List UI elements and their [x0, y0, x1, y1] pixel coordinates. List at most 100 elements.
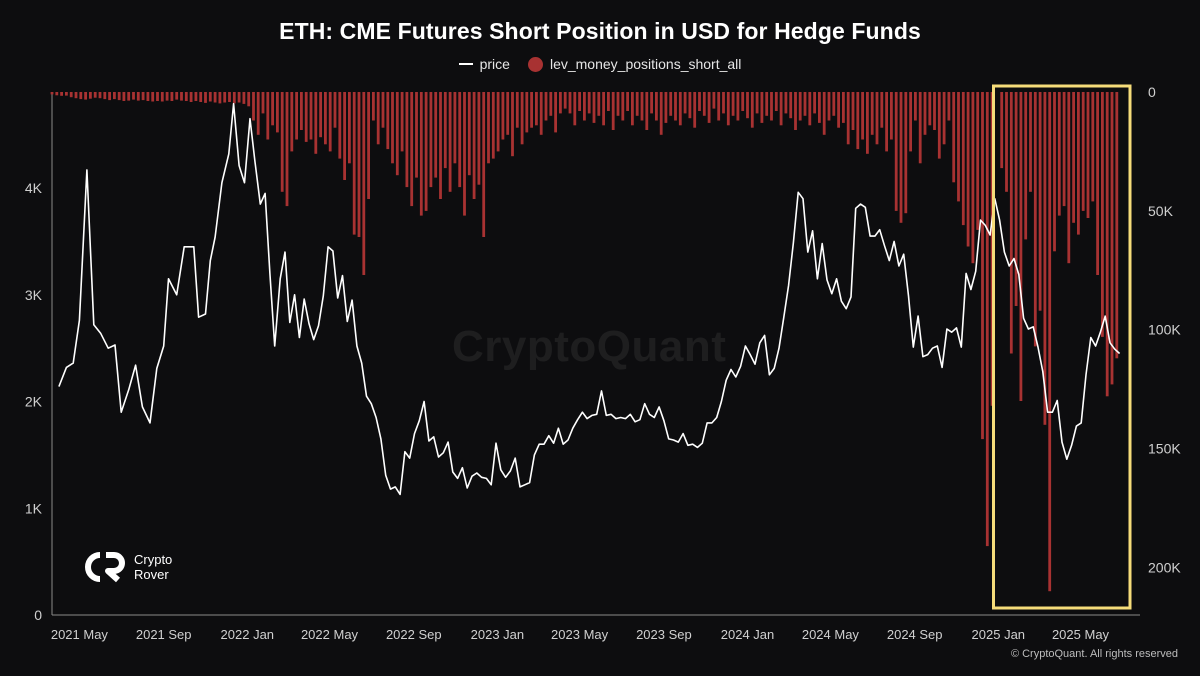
- short-bar-182: [923, 92, 927, 135]
- short-bar-144: [741, 92, 745, 111]
- short-bar-216: [1091, 92, 1095, 202]
- legend-label-short: lev_money_positions_short_all: [549, 56, 742, 72]
- short-bar-19: [141, 92, 145, 101]
- short-bar-188: [952, 92, 956, 183]
- legend-item-price[interactable]: price: [458, 56, 510, 72]
- short-bar-76: [415, 92, 418, 178]
- x-tick-label: 2021 May: [51, 627, 109, 642]
- short-bar-38: [232, 92, 236, 104]
- short-bar-74: [405, 92, 409, 188]
- short-bar-115: [602, 92, 605, 126]
- short-bar-155: [794, 92, 797, 130]
- short-bar-86: [463, 92, 466, 216]
- short-bar-6: [79, 92, 83, 100]
- short-bar-79: [429, 92, 433, 188]
- short-bar-215: [1086, 92, 1090, 218]
- short-bar-23: [160, 92, 164, 102]
- short-bar-166: [846, 92, 850, 145]
- short-bar-124: [645, 92, 649, 130]
- logo-text: Crypto Rover: [134, 552, 172, 582]
- short-bar-135: [698, 92, 701, 111]
- short-bar-69: [381, 92, 385, 128]
- short-bar-163: [832, 92, 836, 116]
- short-bar-158: [808, 92, 812, 126]
- short-bar-114: [597, 92, 601, 116]
- short-bar-13: [113, 92, 116, 100]
- short-bar-24: [165, 92, 169, 101]
- short-bar-159: [813, 92, 816, 114]
- short-bar-147: [755, 92, 759, 114]
- short-bar-217: [1096, 92, 1099, 275]
- short-bar-202: [1024, 92, 1028, 240]
- short-bar-50: [290, 92, 294, 152]
- short-bar-87: [467, 92, 471, 176]
- short-bar-164: [837, 92, 840, 128]
- crypto-rover-logo-icon: [85, 552, 125, 583]
- short-bar-63: [352, 92, 356, 235]
- short-bar-53: [304, 92, 308, 142]
- short-bar-186: [942, 92, 946, 145]
- short-bar-70: [386, 92, 390, 150]
- short-bar-110: [578, 92, 581, 111]
- short-bar-66: [367, 92, 370, 199]
- short-bar-37: [228, 92, 231, 102]
- short-bar-8: [89, 92, 92, 99]
- short-bar-98: [520, 92, 524, 145]
- short-bar-157: [803, 92, 807, 116]
- short-bar-181: [918, 92, 922, 164]
- short-bar-151: [774, 92, 778, 111]
- price-line: [58, 102, 1121, 496]
- short-bar-61: [343, 92, 346, 180]
- short-bar-168: [856, 92, 860, 150]
- short-bar-194: [981, 92, 984, 440]
- short-bar-195: [985, 92, 989, 547]
- short-bar-191: [966, 92, 970, 247]
- short-bar-127: [659, 92, 663, 135]
- short-bar-42: [252, 92, 255, 121]
- short-bar-82: [443, 92, 447, 169]
- short-bar-94: [501, 92, 505, 140]
- chart-legend: price lev_money_positions_short_all: [0, 56, 1200, 72]
- short-bar-107: [563, 92, 567, 109]
- short-bars-group: [50, 92, 1119, 592]
- short-bar-171: [870, 92, 874, 135]
- short-bar-34: [213, 92, 217, 103]
- right-tick-label: 100K: [1148, 322, 1181, 338]
- short-bar-10: [98, 92, 102, 99]
- short-bar-18: [136, 92, 140, 101]
- short-bar-30: [194, 92, 198, 101]
- legend-item-short[interactable]: lev_money_positions_short_all: [527, 56, 742, 72]
- short-bar-62: [348, 92, 351, 164]
- left-tick-label: 3K: [25, 287, 43, 303]
- x-tick-label: 2024 Sep: [887, 627, 943, 642]
- short-bar-77: [419, 92, 423, 216]
- short-bar-122: [635, 92, 639, 116]
- short-bar-138: [712, 92, 716, 109]
- short-bar-78: [424, 92, 428, 211]
- short-bar-100: [530, 92, 533, 128]
- short-bar-39: [237, 92, 241, 103]
- short-bar-15: [122, 92, 126, 101]
- price-line-swatch: [458, 63, 473, 65]
- copyright-text: © CryptoQuant. All rights reserved: [1010, 648, 1178, 660]
- short-bar-103: [544, 92, 548, 121]
- short-bar-146: [750, 92, 754, 128]
- short-bar-14: [117, 92, 121, 101]
- short-bar-118: [616, 92, 620, 116]
- short-bar-56: [319, 92, 322, 138]
- short-bar-201: [1019, 92, 1023, 401]
- short-bar-180: [914, 92, 917, 121]
- left-tick-label: 4K: [25, 180, 43, 196]
- short-bar-91: [487, 92, 490, 164]
- short-bar-175: [890, 92, 893, 140]
- short-bar-219: [1105, 92, 1109, 397]
- short-bar-3: [65, 92, 68, 96]
- short-bar-17: [132, 92, 135, 100]
- short-bar-106: [559, 92, 562, 114]
- short-bar-205: [1038, 92, 1042, 311]
- short-bar-97: [515, 92, 519, 128]
- short-bar-160: [818, 92, 821, 123]
- short-bar-51: [295, 92, 298, 140]
- short-bar-96: [511, 92, 514, 157]
